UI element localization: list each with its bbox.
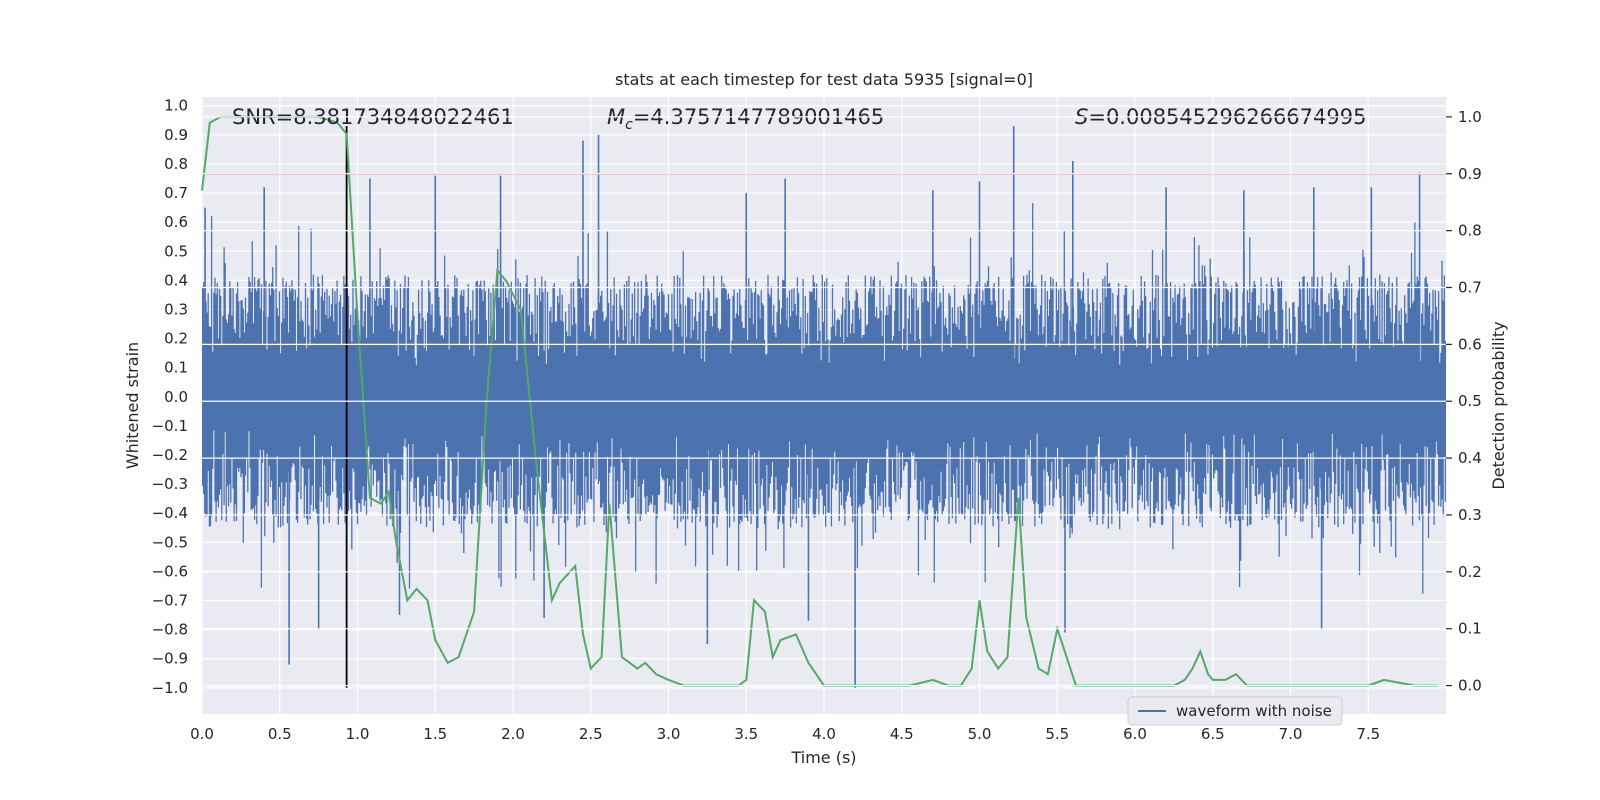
x-tick-label: 7.0: [1279, 725, 1303, 743]
y-right-tick-label: 0.9: [1458, 165, 1482, 183]
y-left-tick-label: −0.6: [152, 562, 188, 580]
y-left-tick-label: −0.8: [152, 621, 188, 639]
y-left-tick-label: −0.4: [152, 504, 188, 522]
y-left-tick-label: 0.0: [164, 388, 188, 406]
x-tick-label: 0.0: [190, 725, 214, 743]
x-tick-label: 0.5: [268, 725, 292, 743]
y-axis-left-label: Whitened strain: [123, 342, 142, 469]
y-right-tick-label: 0.5: [1458, 392, 1482, 410]
y-left-tick-label: 0.6: [164, 213, 188, 231]
chart-title: stats at each timestep for test data 593…: [615, 70, 1033, 89]
detection-probability-line: [201, 115, 1439, 687]
x-tick-label: 6.5: [1201, 725, 1225, 743]
y-left-tick-label: −0.3: [152, 475, 188, 493]
y-left-tick-label: 0.7: [164, 184, 188, 202]
x-tick-label: 5.0: [968, 725, 992, 743]
x-tick-label: 3.0: [657, 725, 681, 743]
y-right-tick-label: 0.0: [1458, 677, 1482, 695]
y-right-tick-label: 0.1: [1458, 620, 1482, 638]
y-left-tick-label: −0.1: [152, 417, 188, 435]
y-axis-right-label: Detection probability: [1489, 321, 1508, 489]
x-tick-label: 3.5: [734, 725, 758, 743]
legend-label-waveform: waveform with noise: [1176, 702, 1332, 720]
y-left-tick-label: −0.9: [152, 650, 188, 668]
chirp-mass-annotation: Mc=4.3757147789001465: [607, 105, 884, 133]
x-axis-label: Time (s): [790, 748, 856, 767]
y-right-tick-label: 0.8: [1458, 222, 1482, 240]
y-left-tick-label: −1.0: [152, 679, 188, 697]
x-tick-label: 5.5: [1045, 725, 1069, 743]
y-left-tick-label: 0.2: [164, 330, 188, 348]
y-left-tick-label: −0.5: [152, 533, 188, 551]
y-left-tick-label: 1.0: [164, 97, 188, 115]
x-tick-label: 7.5: [1356, 725, 1380, 743]
x-tick-label: 6.0: [1123, 725, 1147, 743]
y-right-tick-label: 0.4: [1458, 449, 1482, 467]
y-left-tick-label: −0.2: [152, 446, 188, 464]
x-tick-label: 4.5: [890, 725, 914, 743]
y-right-tick-label: 0.6: [1458, 335, 1482, 353]
y-left-tick-label: 0.3: [164, 300, 188, 318]
y-left-tick-label: 0.8: [164, 155, 188, 173]
x-tick-label: 1.0: [346, 725, 370, 743]
x-axis-ticks: 0.0 0.5 1.0 1.5 2.0 2.5 3.0 3.5 4.0 4.5 5.0 5.5 6.0 6…: [190, 725, 1380, 743]
y-left-tick-label: 0.1: [164, 359, 188, 377]
legend: waveform with noise: [1127, 696, 1343, 726]
y-axis-left-ticks: 1.0 0.9 0.8 0.7 0.6 0.5 0.4 0.3 0.2 0.1 0.0 −0.1 −0.…: [152, 97, 188, 697]
y-left-tick-label: −0.7: [152, 591, 188, 609]
y-right-tick-label: 0.2: [1458, 563, 1482, 581]
y-right-tick-label: 1.0: [1458, 108, 1482, 126]
y-left-tick-label: 0.5: [164, 242, 188, 260]
y-right-tick-label: 0.7: [1458, 279, 1482, 297]
x-tick-label: 2.5: [579, 725, 603, 743]
y-left-tick-label: 0.4: [164, 271, 188, 289]
y-right-tick-label: 0.3: [1458, 506, 1482, 524]
x-tick-label: 1.5: [423, 725, 447, 743]
x-tick-label: 4.0: [812, 725, 836, 743]
legend-box: [1127, 696, 1343, 726]
y-left-tick-label: 0.9: [164, 126, 188, 144]
x-tick-label: 2.0: [501, 725, 525, 743]
y-axis-right-ticks: 1.0 0.9 0.8 0.7 0.6 0.5 0.4 0.3 0.2 0.1 0.0: [1446, 108, 1482, 695]
mc-subscript: c: [625, 117, 633, 133]
